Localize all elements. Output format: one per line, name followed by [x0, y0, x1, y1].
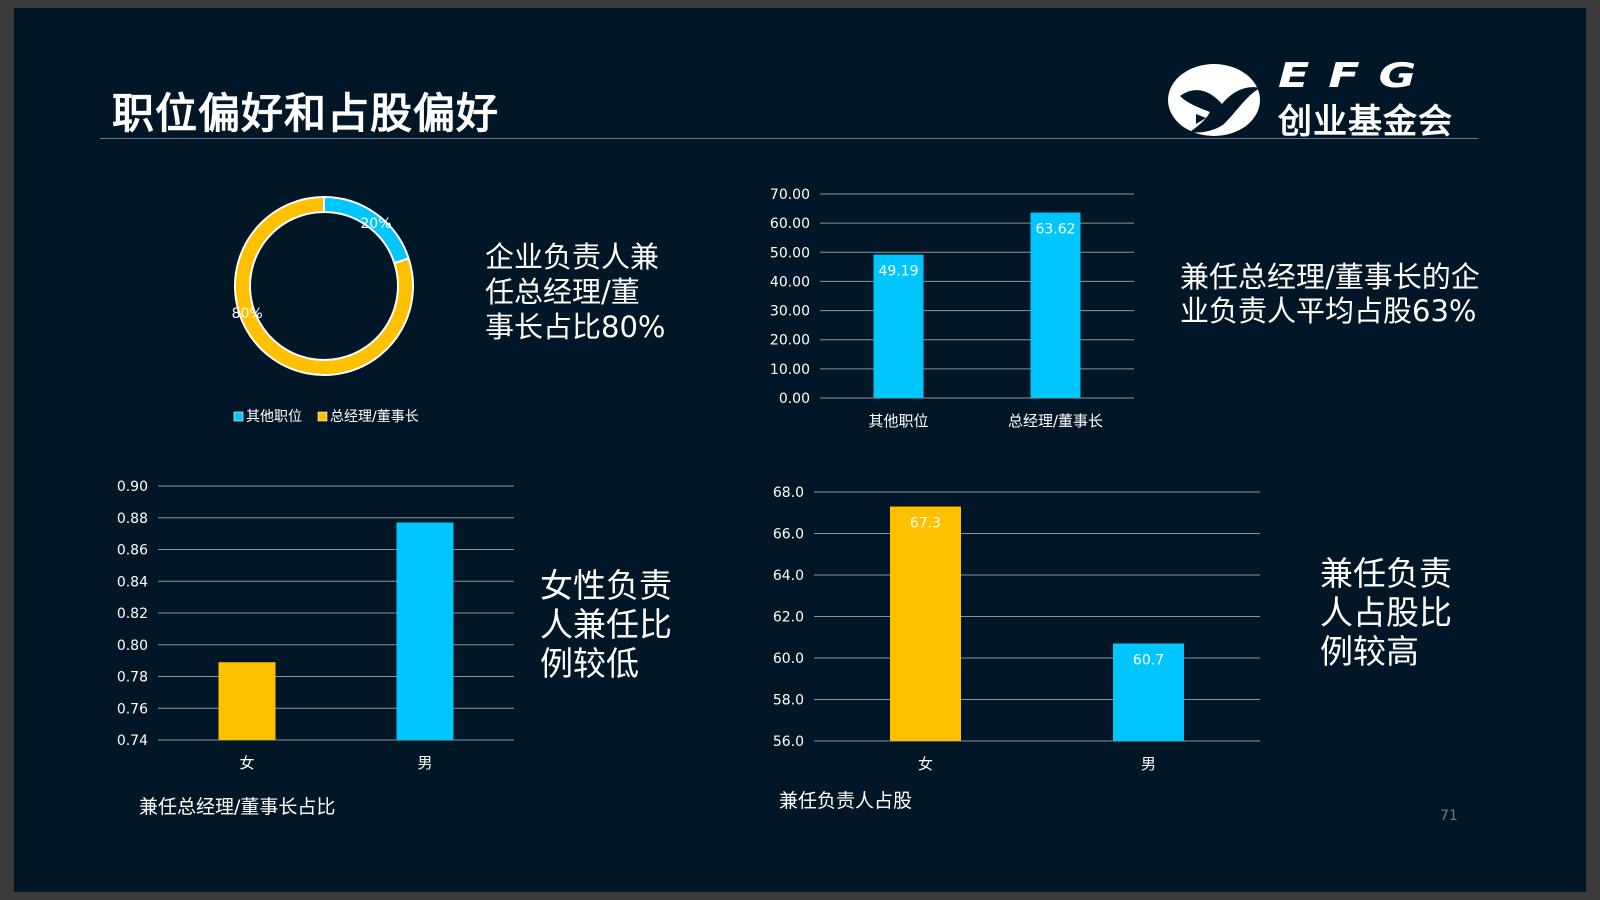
- y-tick-label: 60.00: [770, 216, 810, 232]
- bar: [396, 522, 454, 740]
- donut-chart: 20% 80% 其他职位 总经理/董事长: [232, 195, 419, 425]
- donut-slice: [234, 195, 414, 376]
- bar: [1030, 212, 1081, 398]
- bar-chart-gender-ratio: 0.74 0.76 0.78 0.80 0.82 0.84 0.86 0.88 0.90 女 男: [117, 479, 514, 772]
- legend-swatch: [233, 411, 244, 422]
- y-tick-label: 66.0: [773, 527, 804, 543]
- bar-data-label: 67.3: [910, 516, 941, 532]
- text-3-line-1: 女性负责: [540, 566, 672, 605]
- text-1-line-1: 企业负责人兼: [485, 240, 660, 274]
- y-tick-label: 62.0: [773, 610, 804, 626]
- y-tick-label: 0.76: [117, 701, 148, 717]
- y-tick-label: 0.82: [117, 606, 148, 622]
- bar-chart-gender-share: 56.0 58.0 60.0 62.0 64.0 66.0 68.0 67.3 女 60.7 男: [773, 485, 1260, 773]
- y-tick-label: 0.84: [117, 574, 148, 590]
- text-4-line-1: 兼任负责: [1320, 554, 1452, 593]
- y-tick-label: 20.00: [770, 333, 810, 349]
- bar-chart-avg-share: 0.00 10.00 20.00 30.00 40.00 50.00 60.00 70.00 4…: [770, 187, 1134, 430]
- text-2-line-2: 业负责人平均占股63%: [1180, 294, 1477, 328]
- y-tick-label: 0.00: [779, 391, 810, 407]
- y-tick-label: 0.86: [117, 543, 148, 559]
- x-category-label: 女: [918, 755, 933, 773]
- text-1-line-3: 事长占比80%: [485, 310, 666, 344]
- text-block-2: 兼任总经理/董事长的企 业负责人平均占股63%: [1180, 260, 1480, 328]
- x-category-label: 男: [1141, 755, 1156, 773]
- y-tick-label: 40.00: [770, 274, 810, 290]
- y-tick-label: 58.0: [773, 693, 804, 709]
- text-3-line-2: 人兼任比: [540, 605, 672, 644]
- y-tick-label: 30.00: [770, 304, 810, 320]
- title-divider: [100, 138, 1478, 139]
- text-block-3: 女性负责 人兼任比 例较低: [540, 566, 672, 683]
- y-tick-label: 68.0: [773, 485, 804, 501]
- bar: [218, 662, 276, 740]
- eagle-logo-icon: [1168, 64, 1260, 136]
- donut-data-label: 80%: [232, 306, 263, 322]
- text-4-line-3: 例较高: [1320, 632, 1419, 671]
- logo-letters: EFG: [1278, 56, 1436, 96]
- legend-label: 总经理/董事长: [330, 409, 419, 425]
- y-tick-label: 56.0: [773, 734, 804, 750]
- legend-swatch: [317, 411, 328, 422]
- slide: 职位偏好和占股偏好 EFG 创业基金会 20% 80% 其他职位 总经理/董事长 企业…: [14, 8, 1586, 892]
- bar: [890, 506, 961, 741]
- text-block-1: 企业负责人兼 任总经理/董 事长占比80%: [485, 240, 665, 345]
- efg-logo: EFG 创业基金会: [1166, 54, 1472, 142]
- y-tick-label: 0.74: [117, 733, 148, 749]
- y-tick-label: 0.88: [117, 511, 148, 527]
- bar: [1113, 643, 1184, 741]
- y-tick-label: 10.00: [770, 362, 810, 378]
- page-number: 71: [1440, 808, 1458, 824]
- y-tick-label: 50.00: [770, 245, 810, 261]
- x-category-label: 女: [239, 754, 254, 772]
- y-tick-label: 0.80: [117, 638, 148, 654]
- y-tick-label: 64.0: [773, 568, 804, 584]
- text-2-line-1: 兼任总经理/董事长的企: [1180, 260, 1480, 294]
- text-1-line-2: 任总经理/董: [485, 275, 640, 309]
- y-tick-label: 0.78: [117, 670, 148, 686]
- bar: [873, 254, 924, 398]
- text-3-line-3: 例较低: [540, 644, 639, 683]
- logo-name: 创业基金会: [1278, 102, 1453, 142]
- text-block-4: 兼任负责 人占股比 例较高: [1320, 554, 1452, 671]
- y-tick-label: 70.00: [770, 187, 810, 203]
- x-category-label: 男: [417, 754, 432, 772]
- x-category-label: 总经理/董事长: [1008, 412, 1103, 430]
- bar-data-label: 60.7: [1133, 652, 1164, 668]
- x-category-label: 其他职位: [868, 412, 928, 430]
- page-title: 职位偏好和占股偏好: [112, 89, 500, 138]
- text-4-line-2: 人占股比: [1320, 593, 1452, 632]
- chart-4-title: 兼任负责人占股: [779, 790, 913, 812]
- bar-data-label: 49.19: [878, 264, 918, 280]
- donut-data-label: 20%: [360, 216, 391, 232]
- bar-data-label: 63.62: [1035, 222, 1075, 238]
- chart-3-title: 兼任总经理/董事长占比: [139, 796, 336, 818]
- y-tick-label: 60.0: [773, 651, 804, 667]
- legend-label: 其他职位: [246, 409, 302, 425]
- y-tick-label: 0.90: [117, 479, 148, 495]
